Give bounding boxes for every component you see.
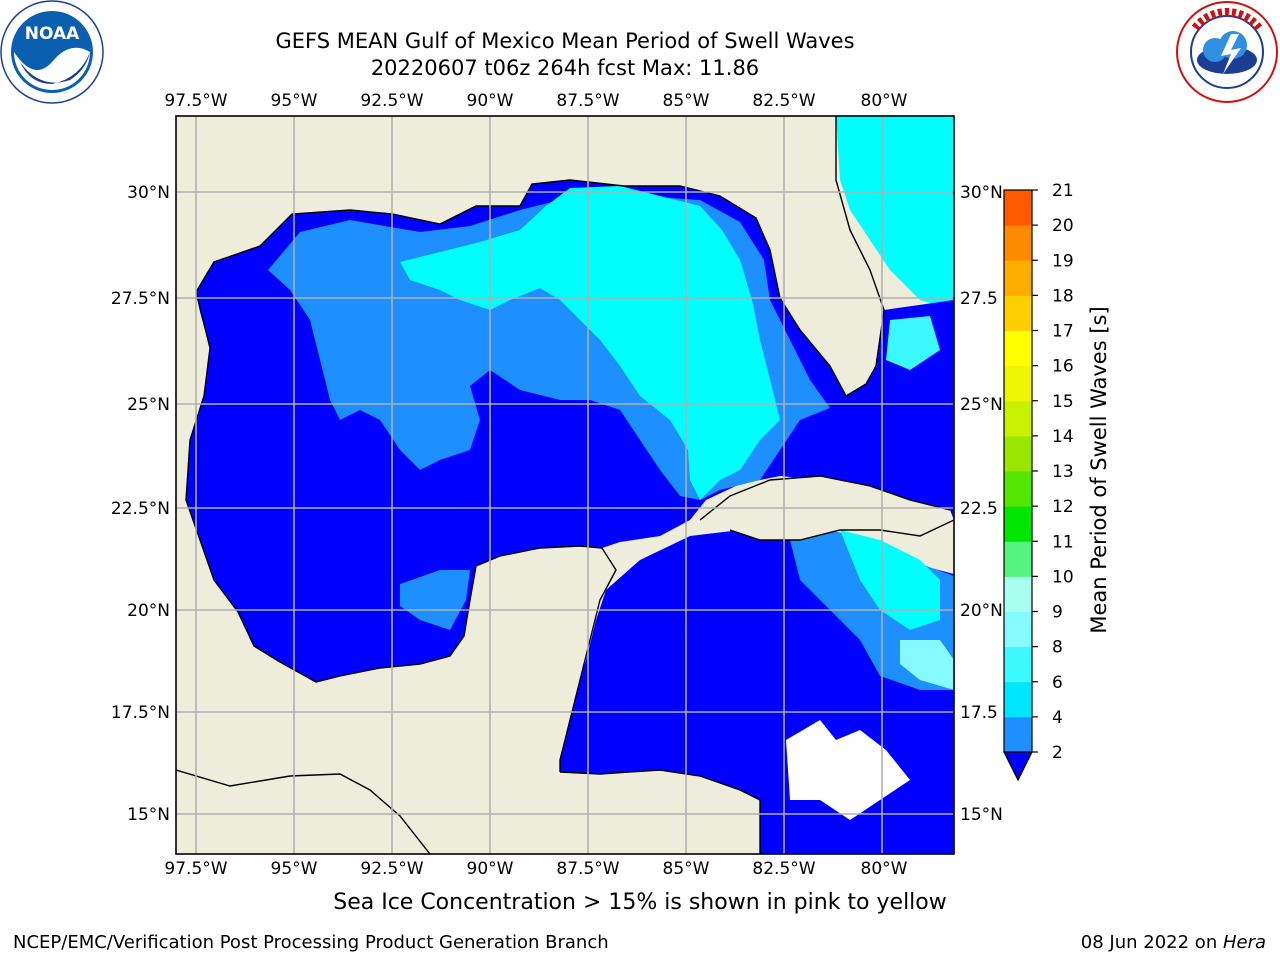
colorbar-tick-label: 12 xyxy=(1052,497,1074,517)
gridlines xyxy=(176,116,954,854)
colorbar-segment xyxy=(1004,260,1032,296)
colorbar-extend xyxy=(1003,751,1033,782)
lon-label: 90°W xyxy=(467,859,514,879)
lat-label: 22.5 xyxy=(960,499,998,519)
lat-labels-left: 30°N 27.5°N 25°N 22.5°N 20°N 17.5°N 15°N xyxy=(111,183,170,825)
footer-right: 08 Jun 2022 on Hera xyxy=(1081,932,1266,953)
footer-date: 08 Jun 2022 on xyxy=(1080,932,1223,953)
lat-label: 27.5 xyxy=(960,289,998,309)
colorbar-tick-label: 2 xyxy=(1052,743,1063,763)
atlantic-swell-6-8s-south xyxy=(886,316,940,370)
lon-labels-bottom: 97.5°W 95°W 92.5°W 90°W 87.5°W 85°W 82.5… xyxy=(164,859,907,879)
colorbar-tick-label: 4 xyxy=(1052,708,1063,728)
colorbar-segment xyxy=(1004,225,1032,261)
lon-labels-top: 97.5°W 95°W 92.5°W 90°W 87.5°W 85°W 82.5… xyxy=(164,91,907,111)
colorbar-segment xyxy=(1004,435,1032,472)
lat-label: 17.5°N xyxy=(111,703,170,723)
colorbar-tick-label: 18 xyxy=(1052,286,1074,306)
colorbar-tick-label: 11 xyxy=(1052,532,1074,552)
colorbar-tick-label: 13 xyxy=(1052,462,1074,482)
caribbean-gap-white xyxy=(786,720,910,820)
colorbar-tick-label: 14 xyxy=(1052,427,1074,447)
title-line-2: 20220607 t06z 264h fcst Max: 11.86 xyxy=(370,56,760,80)
footer-left: NCEP/EMC/Verification Post Processing Pr… xyxy=(13,932,609,953)
florida-land xyxy=(770,116,884,396)
lon-label: 90°W xyxy=(467,91,514,111)
central-america-land xyxy=(560,770,760,854)
colorbar: 2 4 6 8 9 10 11 12 13 14 15 16 17 18 19 20 21 xyxy=(1003,181,1074,782)
map-frame xyxy=(175,115,955,855)
lon-label: 87.5°W xyxy=(556,859,619,879)
lon-label: 80°W xyxy=(861,859,908,879)
lon-label: 80°W xyxy=(861,91,908,111)
colorbar-segment xyxy=(1004,541,1032,577)
lon-label: 82.5°W xyxy=(752,91,815,111)
title-line-1: GEFS MEAN Gulf of Mexico Mean Period of … xyxy=(275,29,855,53)
lon-label: 92.5°W xyxy=(360,859,423,879)
lat-label: 15°N xyxy=(127,805,170,825)
colorbar-segment xyxy=(1004,400,1032,437)
colorbar-tick-label: 6 xyxy=(1052,673,1063,693)
lon-label: 95°W xyxy=(271,859,318,879)
colorbar-tick-label: 19 xyxy=(1052,251,1074,271)
lat-label: 27.5°N xyxy=(111,289,170,309)
lon-label: 92.5°W xyxy=(360,91,423,111)
colorbar-segment xyxy=(1004,611,1032,648)
colorbar-tick-label: 9 xyxy=(1052,603,1063,623)
colorbar-segment xyxy=(1004,576,1032,612)
colorbar-segment xyxy=(1004,295,1032,331)
colorbar-tick-label: 15 xyxy=(1052,392,1074,412)
caribbean-swell-8-9s xyxy=(900,640,954,690)
footer-host: Hera xyxy=(1222,932,1266,953)
colorbar-segment xyxy=(1004,365,1032,402)
lon-label: 85°W xyxy=(663,859,710,879)
colorbar-segment xyxy=(1004,506,1032,542)
colorbar-tick-label: 16 xyxy=(1052,357,1074,377)
lon-label: 95°W xyxy=(271,91,318,111)
lat-label: 25°N xyxy=(127,395,170,415)
lat-label: 17.5 xyxy=(960,703,998,723)
nws-logo-icon xyxy=(1176,1,1278,103)
lon-label: 85°W xyxy=(663,91,710,111)
lat-label: 15°N xyxy=(960,805,1003,825)
colorbar-tick-label: 10 xyxy=(1052,567,1074,587)
lat-label: 20°N xyxy=(127,601,170,621)
gulf-swell-6-8s xyxy=(400,186,780,500)
lat-label: 20°N xyxy=(960,601,1003,621)
noaa-logo-text: NOAA xyxy=(25,24,80,44)
colorbar-tick-label: 17 xyxy=(1052,322,1074,342)
colorbar-tick-label: 20 xyxy=(1052,216,1074,236)
colorbar-segment xyxy=(1004,330,1032,367)
lat-label: 30°N xyxy=(960,183,1003,203)
lon-label: 97.5°W xyxy=(164,91,227,111)
colorbar-tick-label: 21 xyxy=(1052,181,1074,201)
lon-label: 87.5°W xyxy=(556,91,619,111)
lon-label: 97.5°W xyxy=(164,859,227,879)
colorbar-segment xyxy=(1004,190,1032,226)
colorbar-segment xyxy=(1004,646,1032,683)
sea-ice-note: Sea Ice Concentration > 15% is shown in … xyxy=(333,890,947,915)
colorbar-segment xyxy=(1004,716,1032,753)
colorbar-label: Mean Period of Swell Waves [s] xyxy=(1087,306,1111,633)
colorbar-tick-label: 8 xyxy=(1052,638,1063,658)
lat-label: 22.5°N xyxy=(111,499,170,519)
lon-label: 82.5°W xyxy=(752,859,815,879)
colorbar-segment xyxy=(1004,681,1032,718)
colorbar-segment xyxy=(1004,471,1032,507)
lat-label: 25°N xyxy=(960,395,1003,415)
gulf-swell-4-6s-south xyxy=(400,570,470,630)
noaa-logo-icon: NOAA xyxy=(0,0,104,104)
caribbean-swell-6-8s xyxy=(840,530,940,630)
lat-labels-right: 30°N 27.5 25°N 22.5 20°N 17.5 15°N xyxy=(960,183,1003,825)
atlantic-swell-6-8s xyxy=(836,116,954,310)
lat-label: 30°N xyxy=(127,183,170,203)
